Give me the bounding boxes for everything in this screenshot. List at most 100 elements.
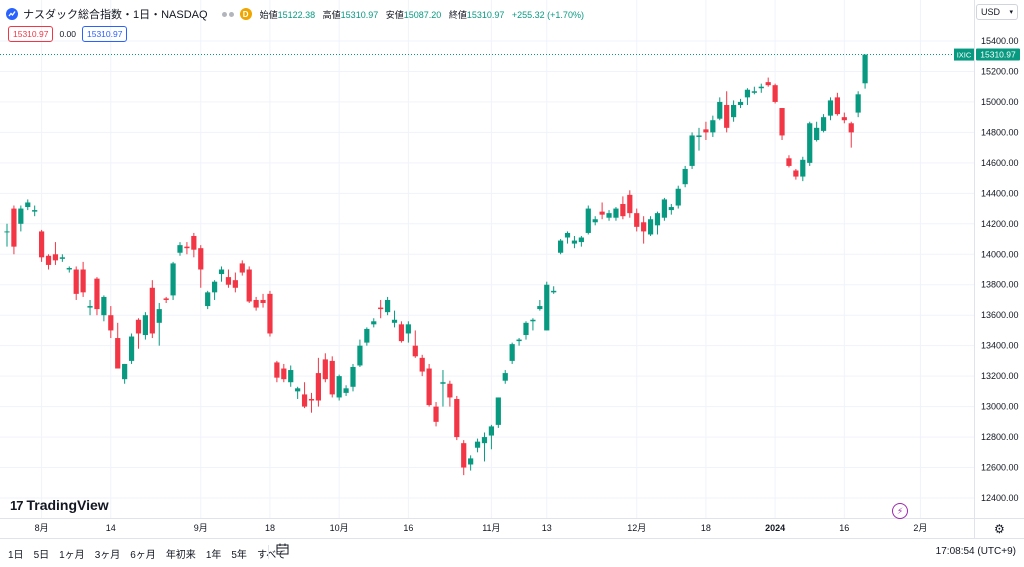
close-value: 15310.97 [466,9,505,20]
brand-name: TradingView [26,497,109,513]
candle-body [468,458,474,465]
change-value: +255.32 (+1.70%) [511,9,584,20]
high-value: 15310.97 [340,9,379,20]
clock-time[interactable]: 17:08:54 (UTC+9) [935,546,1016,557]
range-5y-button[interactable]: 5年 [231,550,247,561]
y-tick-label: 14000.00 [981,249,1019,259]
candle-body [661,199,667,218]
candle-body [73,269,79,294]
candle-body [198,248,204,270]
candle-body [613,208,619,218]
range-5d-button[interactable]: 5日 [33,550,50,561]
x-tick-label: 18 [265,523,275,533]
candle-body [274,362,280,378]
candle-body [814,127,820,141]
delayed-data-badge[interactable]: D [239,8,252,20]
range-1y-button[interactable]: 1年 [205,550,222,561]
candle-body [807,123,813,163]
symbol-title[interactable]: ナスダック総合指数・1日・NASDAQ [23,9,208,21]
candle-body [751,91,757,93]
candle-body [654,213,661,226]
range-6m-button[interactable]: 6ヶ月 [130,550,156,561]
candle-body [52,254,59,261]
candle-body [461,443,467,468]
candle-body [412,345,418,357]
candle-body [391,319,398,323]
y-tick-label: 14800.00 [981,127,1019,137]
candle-body [433,406,439,422]
candle-body [343,388,349,393]
candle-body [862,54,868,84]
sell-button[interactable]: 15310.97 [8,26,54,42]
candle-body [606,213,612,218]
range-1m-button[interactable]: 1ヶ月 [59,550,85,561]
candle-body [4,231,10,233]
y-tick-label: 12600.00 [981,463,1019,473]
x-tick-label: 11月 [482,523,500,533]
candle-body [571,240,578,244]
candle-body [122,363,128,380]
candle-body [855,94,861,113]
tradingview-logo[interactable]: 17 TradingView [10,497,109,513]
open-value: 15122.38 [277,9,316,20]
candle-body [793,170,799,177]
range-all-button[interactable]: すべて [256,550,286,561]
candle-body [281,368,287,380]
price-axis[interactable]: 12400.00 12600.00 12800.00 13000.00 13200.00… [981,36,1019,503]
candle-body [509,344,515,361]
candle-body [834,97,840,115]
calendar-icon[interactable] [276,543,289,558]
candle-body [620,203,626,217]
candle-body [523,322,529,336]
candle-body [59,257,65,259]
candle-body [495,397,501,425]
y-tick-label: 13600.00 [981,310,1019,320]
candle-body [218,269,225,275]
candle-body [689,135,695,166]
candle-body [848,123,854,133]
currency-selector[interactable]: USD ▾ [976,4,1018,20]
candle-body [135,319,142,334]
lightning-icon[interactable]: ⚡ [892,503,908,519]
time-axis[interactable]: 8月 14 9月 18 10月 16 11月 13 12月 18 2024 16 2月 [35,523,928,533]
open-label: 始値 [259,9,278,20]
candle-body [703,129,709,133]
candle-body [488,426,494,436]
candle-body [675,188,681,206]
gear-icon[interactable]: ⚙ [994,522,1005,536]
candle-body [267,293,273,334]
price-chart[interactable]: IXIC 15310.97 12400.0012600.0012800.00130… [0,0,1024,538]
candle-body [239,263,245,273]
range-3m-button[interactable]: 3ヶ月 [94,550,121,561]
y-tick-label: 14400.00 [981,188,1019,198]
time-axis-divider [0,518,1024,519]
candle-body [32,210,38,212]
candle-body [315,373,321,401]
candle-body [440,382,446,384]
candle-body [786,158,792,166]
candle-body [260,299,266,304]
candle-body [558,240,564,253]
legend-header: ナスダック総合指数・1日・NASDAQ D 始値15122.38 高値15310… [0,0,975,44]
x-tick-label: 8月 [35,523,49,533]
y-tick-label: 14600.00 [981,158,1019,168]
candle-body [108,315,114,331]
candlestick-series [4,54,868,476]
candle-body [11,208,17,247]
market-status-dots-icon[interactable] [221,11,234,17]
candle-body [474,441,481,448]
candle-body [212,281,218,293]
candle-body [66,267,72,270]
candle-body [39,231,45,258]
candle-body [827,100,834,116]
candle-body [398,324,405,342]
symbol-tag-box [954,48,974,61]
range-ytd-button[interactable]: 年初来 [165,550,196,561]
range-1d-button[interactable]: 1日 [8,550,24,561]
toolbar-divider [268,545,269,559]
buy-button[interactable]: 15310.97 [82,26,128,42]
chevron-down-icon: ▾ [1009,9,1013,16]
candle-body [364,328,370,343]
candle-body [454,398,460,438]
candle-body [322,359,328,380]
